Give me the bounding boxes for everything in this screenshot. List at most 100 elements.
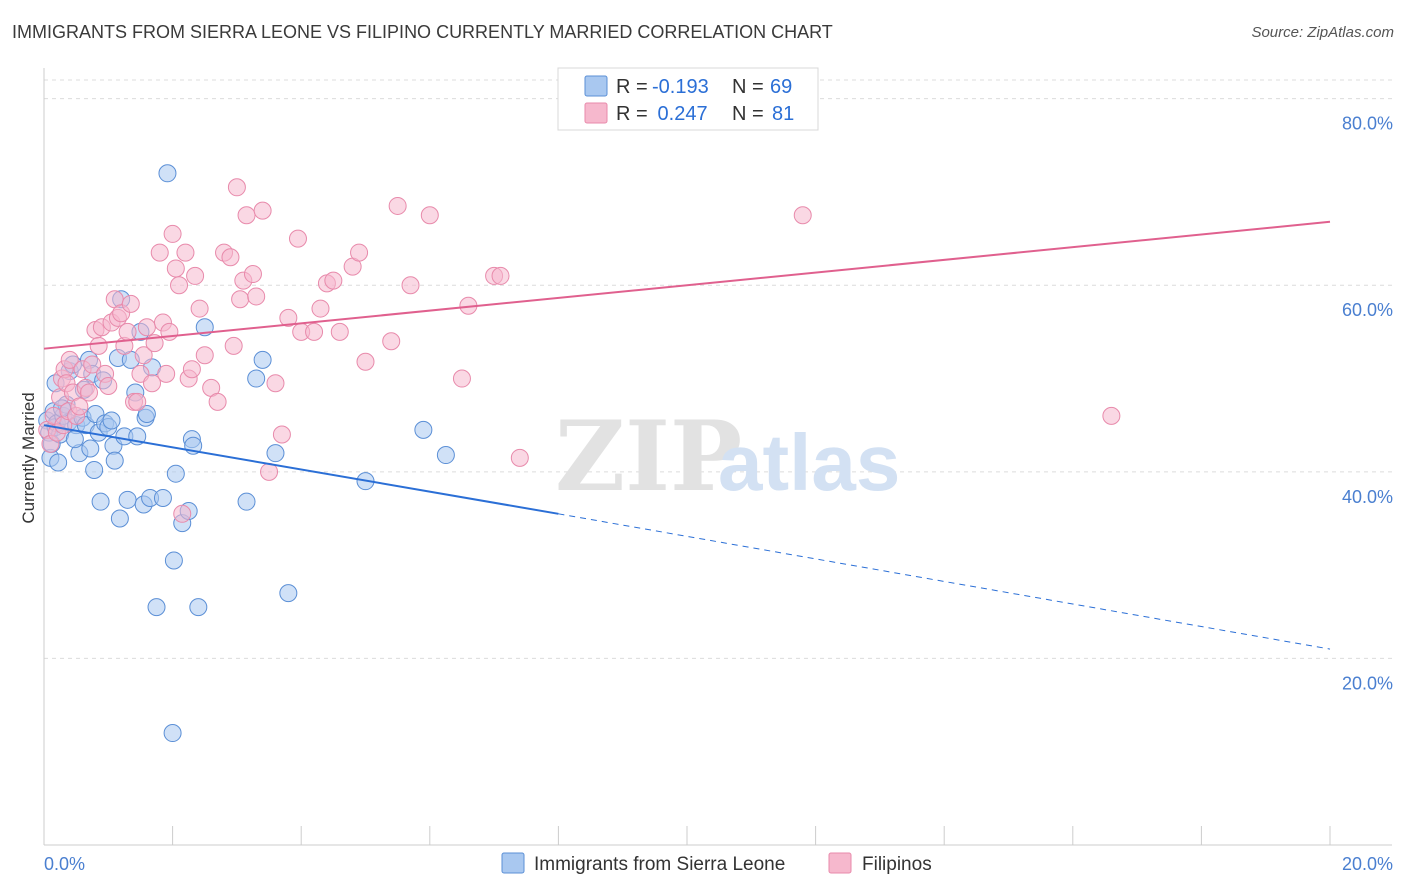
watermark-zip: ZIP: [555, 400, 742, 513]
point-sierra-leone: [110, 509, 129, 528]
point-filipino: [1102, 406, 1121, 425]
point-sierra-leone: [91, 492, 110, 511]
point-filipino: [224, 336, 243, 355]
y-axis-label: Currently Married: [19, 392, 38, 523]
point-sierra-leone: [147, 598, 166, 617]
point-filipino: [324, 271, 343, 290]
point-sierra-leone: [85, 460, 104, 479]
point-sierra-leone: [237, 492, 256, 511]
point-filipino: [382, 332, 401, 351]
bottom-legend-pink-swatch: [828, 852, 852, 874]
series-blue-points: [38, 164, 455, 743]
point-filipino: [173, 504, 192, 523]
point-filipino: [190, 299, 209, 318]
bottom-legend-blue-swatch: [501, 852, 525, 874]
point-sierra-leone: [65, 430, 84, 449]
trend-line-sierra-leone: [43, 424, 559, 515]
point-filipino: [118, 322, 137, 341]
bottom-legend-pink-label: Filipinos: [862, 854, 932, 875]
point-filipino: [231, 290, 250, 309]
point-sierra-leone: [247, 369, 266, 388]
point-filipino: [401, 276, 420, 295]
point-sierra-leone: [414, 420, 433, 439]
point-filipino: [163, 224, 182, 243]
point-filipino: [420, 206, 439, 225]
point-sierra-leone: [105, 451, 124, 470]
bottom-legend-blue-label: Immigrants from Sierra Leone: [534, 854, 785, 875]
legend-blue-r-label: R =: [616, 76, 648, 98]
point-filipino: [288, 229, 307, 248]
point-filipino: [128, 392, 147, 411]
trend-line-filipino: [43, 220, 1331, 350]
point-sierra-leone: [118, 490, 137, 509]
source-label: Source: ZipAtlas.com: [1251, 24, 1394, 41]
legend-blue-n-label: N =: [732, 76, 764, 98]
point-filipino: [237, 206, 256, 225]
watermark-atlas: atlas: [718, 418, 900, 507]
point-sierra-leone: [436, 446, 455, 465]
x-tick-label-start: 0.0%: [44, 854, 85, 874]
point-filipino: [279, 308, 298, 327]
point-filipino: [70, 397, 89, 416]
point-sierra-leone: [81, 439, 100, 458]
point-filipino: [272, 425, 291, 444]
legend-pink-r-value: 0.247: [652, 103, 708, 125]
trend-line-sierra-leone-projection: [558, 513, 1331, 650]
trend-lines: [43, 220, 1331, 650]
tick-labels: 20.0% 40.0% 60.0% 80.0% 0.0% 20.0%: [44, 114, 1393, 874]
point-sierra-leone: [279, 584, 298, 603]
point-filipino: [186, 266, 205, 285]
point-sierra-leone: [102, 411, 121, 430]
legend-blue-swatch: [584, 75, 608, 97]
point-sierra-leone: [163, 724, 182, 743]
y-tick-label: 40.0%: [1342, 487, 1393, 507]
point-filipino: [182, 360, 201, 379]
point-filipino: [247, 287, 266, 306]
point-sierra-leone: [137, 404, 156, 423]
point-filipino: [195, 346, 214, 365]
point-sierra-leone: [253, 350, 272, 369]
point-filipino: [89, 336, 108, 355]
y-tick-label: 80.0%: [1342, 114, 1393, 134]
legend-blue-r-value: -0.193: [652, 76, 709, 98]
legend-pink-n-label: N =: [732, 103, 764, 125]
point-sierra-leone: [189, 598, 208, 617]
point-filipino: [60, 350, 79, 369]
grid-lines: [44, 79, 1392, 659]
point-filipino: [452, 369, 471, 388]
x-tick-label-end: 20.0%: [1342, 854, 1393, 874]
bottom-legend: Immigrants from Sierra Leone Filipinos: [501, 852, 932, 875]
point-filipino: [305, 322, 324, 341]
point-filipino: [143, 374, 162, 393]
point-filipino: [266, 374, 285, 393]
point-sierra-leone: [166, 464, 185, 483]
point-filipino: [793, 206, 812, 225]
point-filipino: [356, 352, 375, 371]
legend-pink-n-value: 81: [772, 103, 794, 125]
point-filipino: [253, 201, 272, 220]
top-legend: R = -0.193 N = 69 R = 0.247 N = 81: [557, 67, 819, 131]
legend-pink-swatch: [584, 102, 608, 124]
point-filipino: [311, 299, 330, 318]
point-filipino: [80, 383, 99, 402]
point-filipino: [150, 243, 169, 262]
point-filipino: [221, 248, 240, 267]
point-filipino: [166, 259, 185, 278]
point-sierra-leone: [164, 551, 183, 570]
point-filipino: [121, 294, 140, 313]
point-filipino: [388, 196, 407, 215]
point-sierra-leone: [153, 488, 172, 507]
point-filipino: [176, 243, 195, 262]
point-sierra-leone: [266, 444, 285, 463]
point-sierra-leone: [49, 453, 68, 472]
point-filipino: [227, 178, 246, 197]
point-filipino: [510, 448, 529, 467]
y-tick-label: 20.0%: [1342, 673, 1393, 693]
watermark: ZIP atlas: [555, 400, 900, 513]
point-filipino: [134, 346, 153, 365]
point-filipino: [350, 243, 369, 262]
point-filipino: [137, 318, 156, 337]
legend-pink-r-label: R =: [616, 103, 648, 125]
point-sierra-leone: [158, 164, 177, 183]
point-filipino: [99, 377, 118, 395]
